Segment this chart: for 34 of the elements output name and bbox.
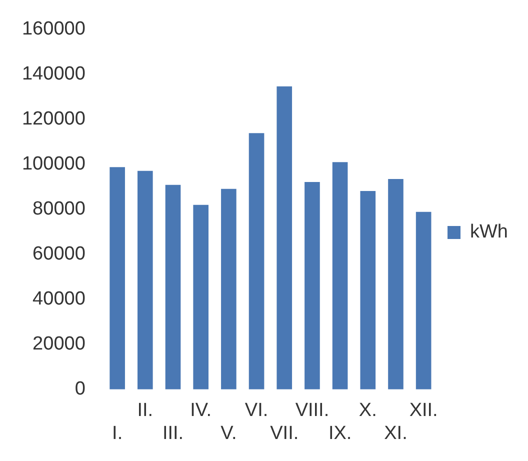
bar — [276, 86, 292, 390]
y-tick-label: 40000 — [32, 288, 86, 310]
x-tick-label: V. — [220, 422, 237, 444]
x-tick-label: IX. — [328, 422, 352, 444]
y-tick-label: 80000 — [32, 198, 86, 220]
bar — [193, 204, 209, 390]
x-tick-label: III. — [162, 422, 184, 444]
x-tick-label: XII. — [409, 400, 438, 422]
bar — [304, 182, 320, 390]
y-tick-label: 0 — [74, 378, 86, 400]
x-tick-label: IV. — [190, 400, 212, 422]
bar — [332, 162, 348, 390]
x-tick-label: VII. — [270, 422, 299, 444]
y-tick-label: 60000 — [32, 244, 86, 265]
y-tick-label: 100000 — [22, 154, 86, 175]
bar — [248, 133, 264, 390]
bar — [165, 184, 181, 390]
y-tick-label: 140000 — [22, 64, 86, 85]
bar — [360, 190, 376, 390]
x-tick-label: VIII. — [295, 400, 330, 422]
bar — [388, 179, 404, 390]
legend-label: kWh — [470, 222, 508, 243]
x-tick-label: VI. — [244, 400, 268, 422]
x-tick-label: X. — [358, 400, 377, 422]
y-tick-label: 120000 — [22, 108, 86, 130]
y-tick-label: 20000 — [32, 334, 86, 355]
x-tick-label: I. — [112, 422, 123, 444]
y-tick-label: 160000 — [22, 18, 86, 40]
bar — [416, 212, 432, 390]
bar — [110, 167, 125, 390]
bar — [221, 188, 236, 390]
bar — [138, 170, 153, 390]
x-tick-label: XI. — [384, 422, 408, 444]
x-tick-label: II. — [137, 400, 154, 422]
